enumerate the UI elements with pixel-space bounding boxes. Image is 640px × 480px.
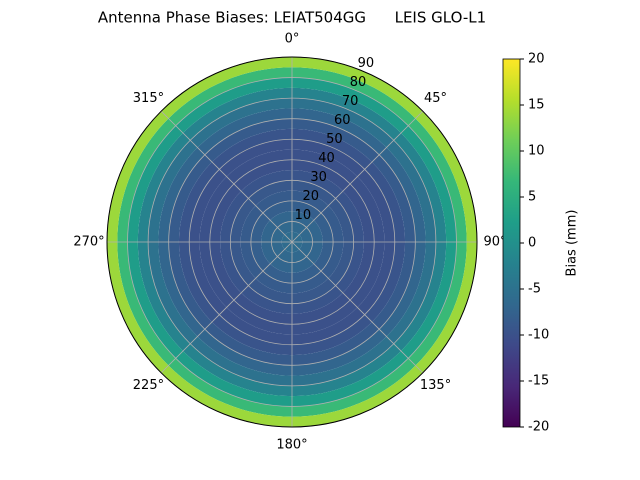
r-tick-label: 30 [310, 170, 327, 185]
colorbar-label: Bias (mm) [565, 210, 580, 277]
theta-tick-label: 135° [420, 378, 451, 393]
colorbar-tick-label: -5 [528, 282, 541, 297]
colorbar-tick-label: 15 [528, 98, 545, 113]
theta-tick-label: 90° [483, 235, 506, 250]
colorbar-tick-label: 10 [528, 144, 545, 159]
chart-title: Antenna Phase Biases: LEIAT504GG LEIS GL… [98, 9, 486, 27]
r-tick-label: 80 [350, 75, 367, 90]
r-tick-label: 70 [342, 94, 359, 109]
colorbar-tick-label: -10 [528, 328, 549, 343]
polar-frame [106, 56, 478, 428]
colorbar-tick-label: 20 [528, 52, 545, 67]
theta-tick-label: 225° [133, 378, 164, 393]
r-tick-label: 10 [295, 208, 312, 223]
r-tick-label: 90 [358, 56, 375, 71]
colorbar [502, 58, 521, 428]
grid-spoke [291, 110, 424, 243]
colorbar-tick-label: -15 [528, 374, 549, 389]
theta-tick-label: 315° [133, 91, 164, 106]
r-tick-label: 40 [318, 151, 335, 166]
grid-spoke [160, 110, 293, 243]
colorbar-tick-label: 5 [528, 190, 536, 205]
colorbar-tick-label: 0 [528, 236, 536, 251]
theta-tick-label: 180° [276, 438, 307, 453]
colorbar-tick-label: -20 [528, 420, 549, 435]
theta-tick-label: 270° [73, 235, 104, 250]
grid-spoke [291, 241, 424, 374]
r-tick-label: 50 [326, 132, 343, 147]
theta-tick-label: 45° [424, 91, 447, 106]
r-tick-label: 20 [303, 189, 320, 204]
theta-tick-label: 0° [285, 32, 300, 47]
r-tick-label: 60 [334, 113, 351, 128]
grid-spoke [160, 241, 293, 374]
